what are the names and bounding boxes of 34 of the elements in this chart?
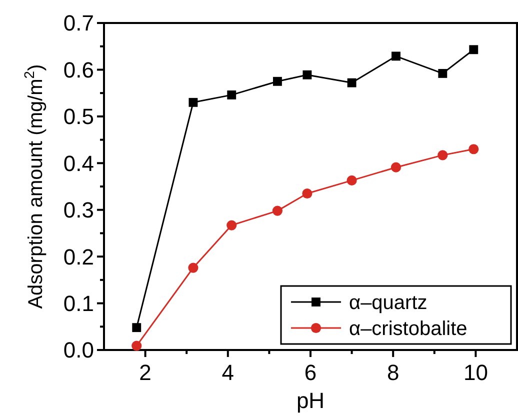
y-tick-label: 0.6	[63, 57, 94, 82]
point	[469, 45, 478, 54]
point	[438, 68, 448, 78]
point	[347, 78, 356, 88]
x-axis-title: pH	[296, 388, 325, 413]
y-tick-label: 0.2	[63, 244, 94, 270]
point	[272, 206, 283, 216]
x-tick-label: 6	[304, 360, 317, 385]
point	[468, 144, 479, 154]
point	[302, 70, 312, 80]
point	[438, 150, 448, 160]
point	[188, 262, 198, 273]
point	[132, 340, 142, 351]
y-tick-label: 0.0	[63, 338, 94, 363]
x-tick-label: 4	[222, 360, 234, 385]
y-tick-label: 0.3	[63, 198, 94, 223]
point	[188, 98, 198, 107]
x-tick-label: 2	[139, 360, 152, 385]
point	[390, 162, 402, 172]
y-tick-label: 0.4	[63, 150, 94, 176]
point	[226, 220, 237, 230]
legend-label: α–cristobalite	[349, 318, 468, 340]
y-tick-label: 0.7	[63, 10, 94, 36]
y-tick-label: 0.5	[63, 104, 94, 130]
x-tick-label: 8	[386, 360, 400, 385]
y-tick-label: 0.1	[63, 290, 94, 316]
point	[132, 323, 142, 332]
x-tick-label: 10	[463, 360, 488, 385]
point	[272, 76, 282, 86]
point	[346, 175, 357, 186]
point	[392, 52, 400, 61]
point	[227, 90, 236, 100]
point	[302, 188, 312, 199]
legend-label: α–quartz	[349, 292, 428, 314]
